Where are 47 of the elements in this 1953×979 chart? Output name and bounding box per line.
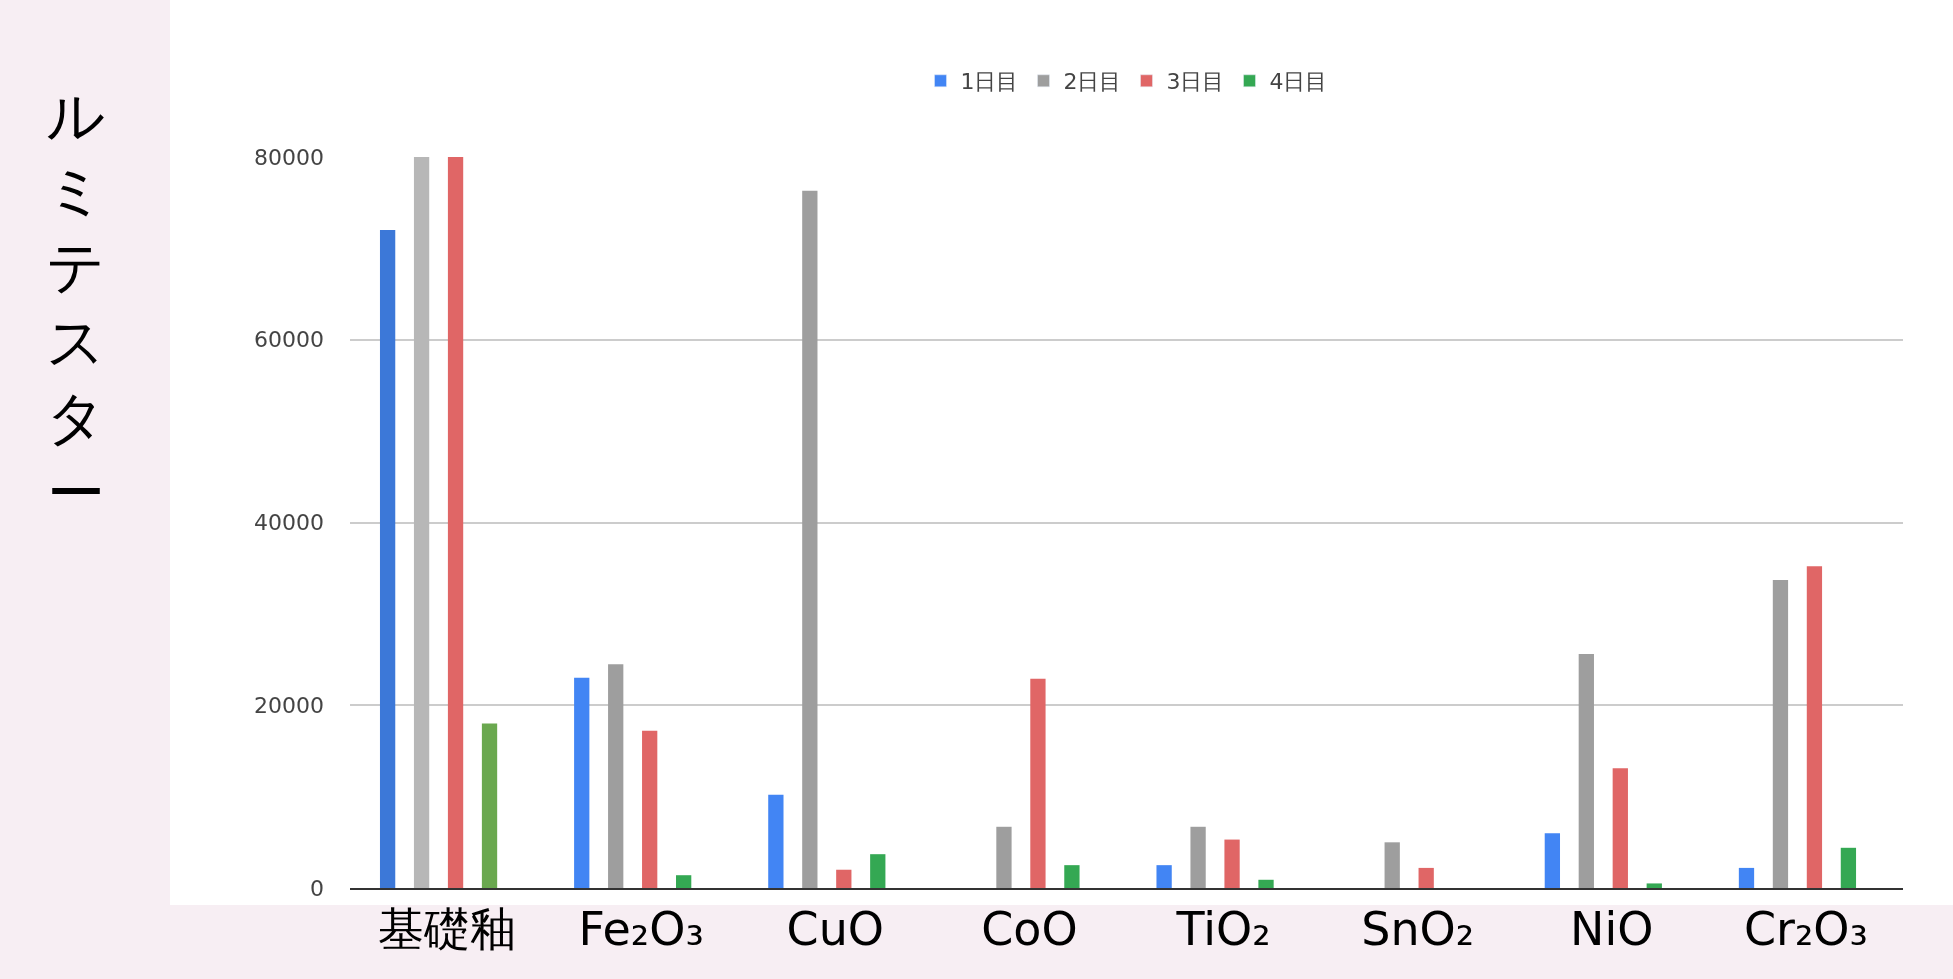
x-tick-label: SnO₂: [1361, 902, 1475, 957]
bar: [836, 869, 852, 888]
legend-label: 4日目: [1269, 69, 1328, 95]
bar: [802, 190, 818, 888]
bar: [1646, 883, 1662, 888]
x-tick-label: CuO: [786, 902, 885, 957]
bar: [1258, 879, 1274, 888]
bar: [996, 826, 1012, 888]
bar: [1064, 865, 1080, 888]
x-tick-label: Fe₂O₃: [578, 902, 704, 957]
bar: [379, 230, 396, 888]
y-tick-label: 40000: [254, 510, 324, 536]
bar: [1806, 566, 1823, 888]
bar: [1030, 678, 1046, 888]
bar: [768, 794, 784, 888]
bar: [1156, 865, 1172, 888]
bar: [447, 157, 464, 888]
y-tick-label: 0: [310, 875, 324, 901]
x-tick-label: NiO: [1570, 902, 1654, 957]
x-tick-label: Cr₂O₃: [1743, 902, 1868, 957]
legend-label: 1日目: [960, 69, 1019, 95]
bar: [1384, 842, 1400, 888]
x-tick-label: TiO₂: [1175, 902, 1271, 957]
x-tick-label: 基礎釉: [378, 902, 517, 957]
legend-label: 2日目: [1063, 69, 1122, 95]
y-axis-title: ルミテスター: [46, 82, 105, 527]
bar: [1738, 867, 1755, 888]
bar: [642, 730, 658, 888]
bar: [1612, 768, 1628, 888]
bar: [608, 664, 624, 888]
bar: [1840, 847, 1857, 888]
bar: [1578, 654, 1594, 888]
bar: [1772, 580, 1789, 888]
bar: [1190, 826, 1206, 888]
bar: [1418, 867, 1434, 888]
bar: [870, 854, 886, 888]
y-tick-label: 80000: [254, 144, 324, 170]
y-tick-label: 60000: [254, 327, 324, 353]
bar: [676, 875, 692, 888]
bar: [413, 157, 430, 888]
legend-label: 3日目: [1166, 69, 1225, 95]
x-tick-label: CoO: [981, 902, 1078, 957]
bar: [574, 677, 590, 888]
bar: [1544, 833, 1561, 888]
bar: [481, 723, 498, 888]
y-tick-label: 20000: [254, 692, 324, 718]
bar: [1224, 839, 1240, 888]
